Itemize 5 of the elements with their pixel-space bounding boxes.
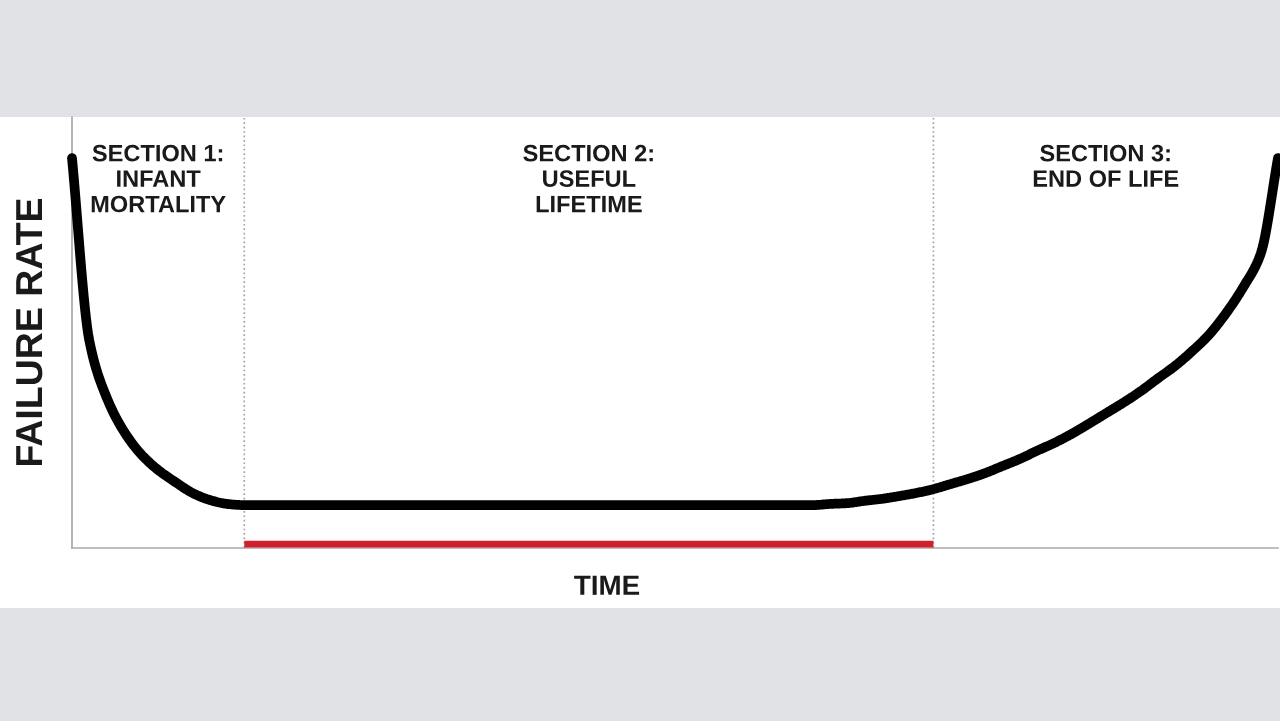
y-axis-title: FAILURE RATE (16, 198, 43, 466)
annotation: SECTION 2: USEFUL LIFETIME (523, 144, 653, 213)
annotation: SECTION 3: END OF LIFE (1033, 144, 1179, 187)
x-axis-title: TIME (574, 575, 640, 595)
annotation: SECTION 1: INFANT MORTALITY (91, 144, 226, 213)
